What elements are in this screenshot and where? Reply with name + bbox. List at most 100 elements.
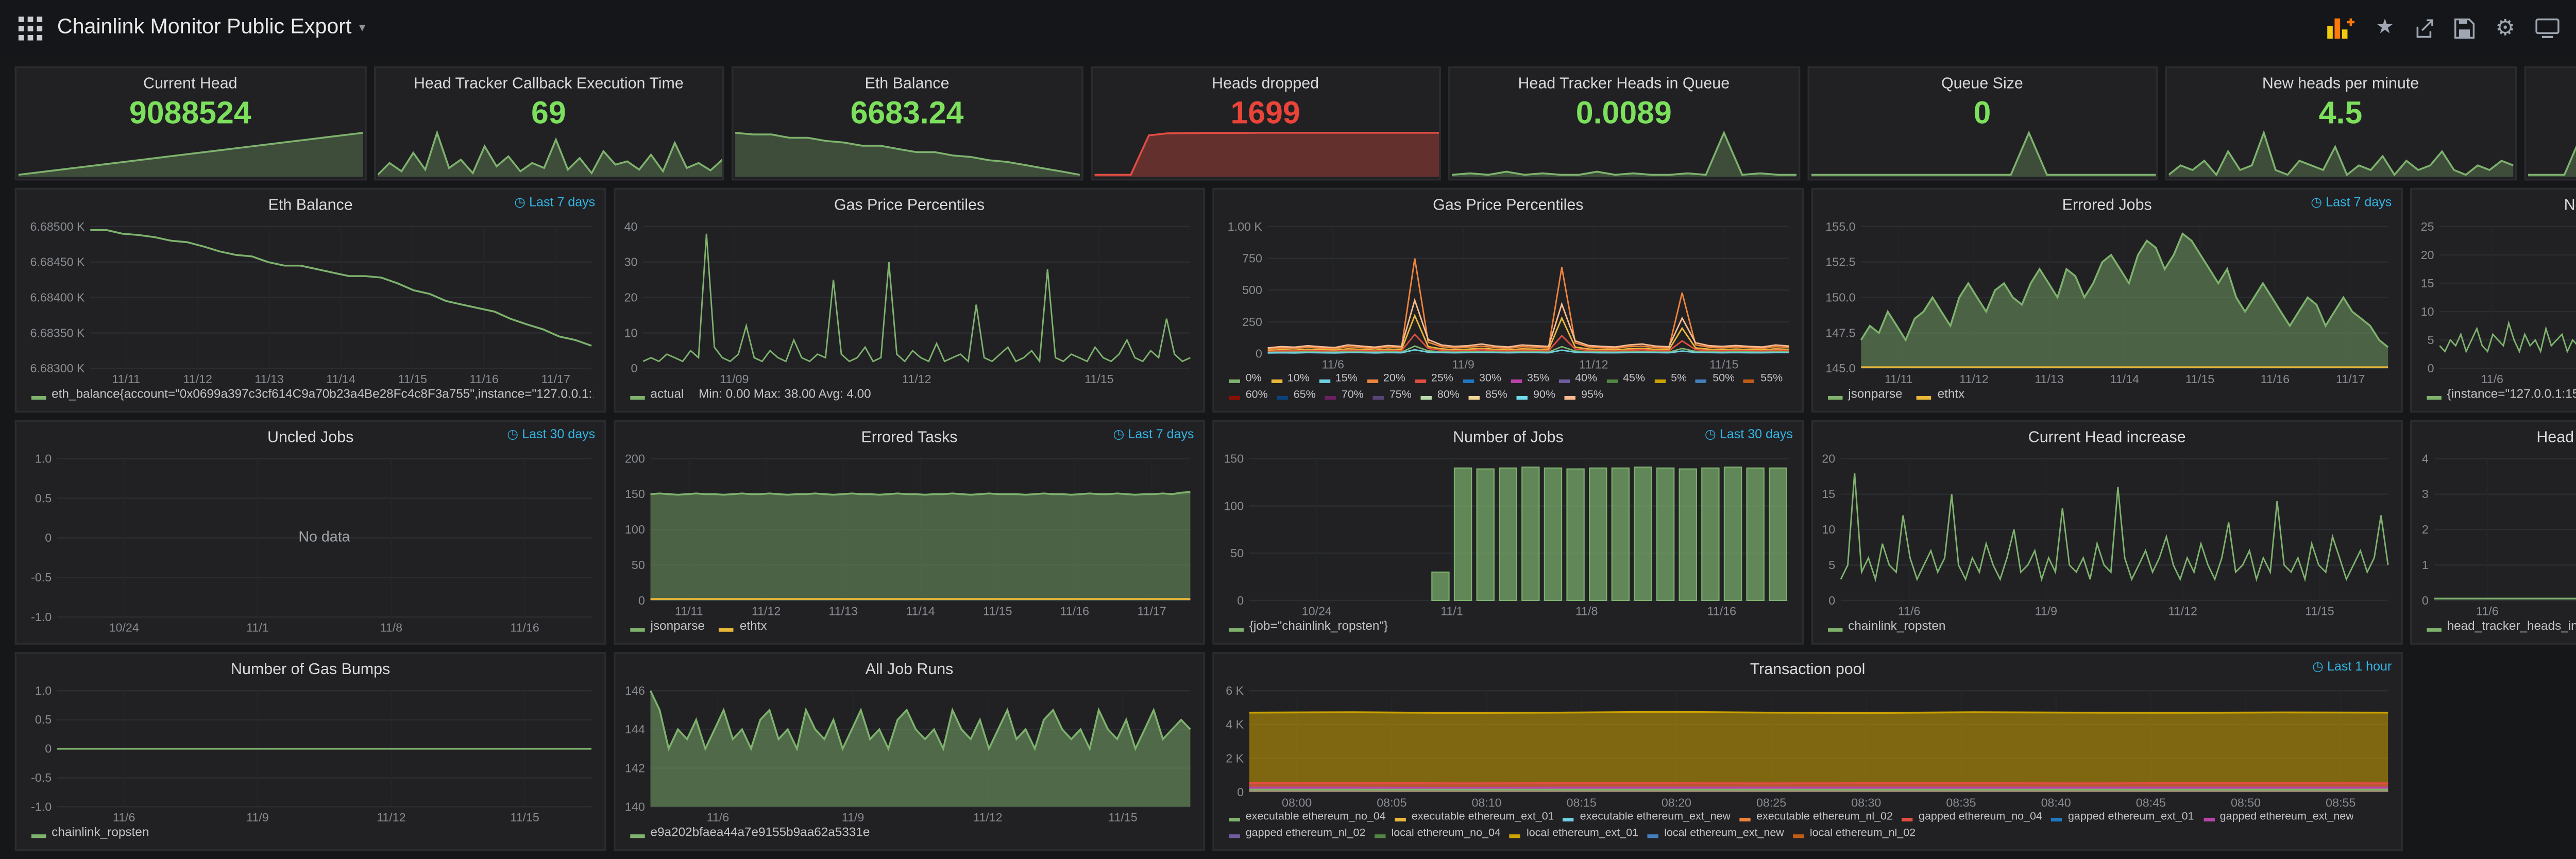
star-icon[interactable]: ★ — [2376, 15, 2394, 38]
legend-item[interactable]: executable ethereum_ext_01 — [1395, 813, 1554, 828]
legend-item[interactable]: 60% — [1229, 391, 1268, 405]
legend-item[interactable]: head_tracker_heads_in_queue{instance="12… — [2427, 621, 2576, 638]
legend-item[interactable]: gapped ethereum_no_04 — [1902, 813, 2042, 828]
legend-item[interactable]: 85% — [1468, 391, 1507, 405]
legend-item[interactable]: jsonparse — [1827, 389, 1903, 405]
legend-item[interactable]: 65% — [1277, 391, 1316, 405]
legend-item[interactable]: 80% — [1420, 391, 1460, 405]
gas-bumps-chart[interactable]: -1.0 -0.5 0 0.5 1.0 11/6 11/9 11/12 11/15 — [20, 683, 597, 826]
svg-text:0: 0 — [45, 742, 52, 755]
dashboard-title[interactable]: Chainlink Monitor Public Export — [57, 16, 352, 39]
transaction-pool-chart[interactable]: 0 2 K 4 K 6 K 08:00 08:05 08:10 08:15 08:20 08:25… — [1218, 683, 2394, 811]
panel-title[interactable]: Heads dropped — [1212, 74, 1319, 92]
legend-item[interactable]: chainlink_ropsten — [31, 827, 149, 844]
gas-price-actual-chart[interactable]: 0 10 20 30 40 11/09 11/12 11/15 — [619, 219, 1196, 387]
panel-title[interactable]: Eth Balance — [268, 195, 353, 214]
legend-item[interactable]: local ethereum_no_04 — [1375, 829, 1501, 844]
panel-title[interactable]: New heads per minute — [2564, 195, 2576, 214]
save-icon[interactable] — [2454, 17, 2476, 38]
time-override[interactable]: ◷ Last 30 days — [1704, 428, 1793, 442]
legend-item[interactable]: 70% — [1325, 391, 1364, 405]
panel-title[interactable]: Transaction pool — [1750, 659, 1866, 678]
legend-item[interactable]: {instance="127.0.0.1:15011",job="chainli… — [2427, 389, 2576, 405]
panel-title[interactable]: New heads per minute — [2262, 74, 2419, 92]
legend-item[interactable]: gapped ethereum_ext_01 — [2051, 813, 2194, 828]
panel-title[interactable]: Head Tracker Callback Execution Time — [413, 74, 684, 92]
legend-item[interactable]: gapped ethereum_nl_02 — [1229, 829, 1365, 844]
legend-item[interactable]: chainlink_ropsten — [1827, 621, 1945, 638]
svg-text:4: 4 — [2422, 452, 2429, 465]
panel-title[interactable]: Errored Tasks — [861, 427, 958, 446]
svg-text:11/12: 11/12 — [752, 605, 781, 618]
legend-item[interactable]: executable ethereum_ext_new — [1563, 813, 1731, 828]
gas-price-percentiles-chart[interactable]: 0 250 500 750 1.00 K 11/6 11/9 11/12 11/15 — [1218, 219, 1794, 373]
panel-title[interactable]: Job Subscriptions — [2526, 68, 2576, 92]
eth-balance-chart[interactable]: 6.68300 K 6.68350 K 6.68400 K 6.68450 K 6.68… — [20, 219, 597, 387]
panel-title[interactable]: Head Tracker Heads in Queue — [1518, 74, 1730, 92]
panel-title[interactable]: Uncled Jobs — [267, 427, 354, 446]
legend-item[interactable]: local ethereum_ext_new — [1648, 829, 1784, 844]
legend-item[interactable]: eth_balance{account="0x0699a397c3cf614C9… — [31, 389, 594, 405]
legend-item[interactable]: 50% — [1696, 374, 1735, 389]
legend-item[interactable]: 75% — [1372, 391, 1412, 405]
share-icon[interactable] — [2414, 18, 2434, 38]
errored-jobs-chart[interactable]: 145.0 147.5 150.0 152.5 155.0 11/11 11/12 11/13… — [1817, 219, 2393, 387]
panel-title[interactable]: Gas Price Percentiles — [1433, 195, 1584, 214]
add-panel-icon[interactable] — [2328, 16, 2355, 39]
legend-item[interactable]: ethtx — [1917, 389, 1964, 405]
legend-item[interactable]: 30% — [1462, 374, 1501, 389]
errored-tasks-chart[interactable]: 0 50 100 150 200 11/11 11/12 11/13 11/14 11/15 11/… — [619, 451, 1196, 619]
legend-item[interactable]: 40% — [1558, 374, 1597, 389]
time-override[interactable]: ◷ Last 7 days — [1113, 428, 1194, 442]
panel-title[interactable]: Errored Jobs — [2062, 195, 2152, 214]
number-of-jobs-chart[interactable]: 0 50 100 150 10/24 11/1 11/8 11/16 — [1218, 451, 1794, 619]
panel-title[interactable]: Number of Gas Bumps — [231, 659, 391, 678]
time-override[interactable]: ◷ Last 1 hour — [2312, 660, 2392, 674]
panel-title[interactable]: All Job Runs — [865, 659, 954, 678]
time-override[interactable]: ◷ Last 7 days — [514, 196, 596, 210]
all-job-runs-chart[interactable]: 140 142 144 146 11/6 11/9 11/12 11/15 — [619, 683, 1196, 826]
tv-mode-icon[interactable] — [2535, 17, 2560, 38]
legend-item[interactable]: 35% — [1510, 374, 1549, 389]
time-override[interactable]: ◷ Last 30 days — [507, 428, 596, 442]
legend-item[interactable]: 15% — [1318, 374, 1358, 389]
legend-item[interactable]: executable ethereum_nl_02 — [1739, 813, 1893, 828]
legend-item[interactable]: executable ethereum_no_04 — [1229, 813, 1386, 828]
panel-title[interactable]: Current Head — [143, 74, 238, 92]
legend-item[interactable]: 10% — [1270, 374, 1310, 389]
navbar-actions: ★ ⚙ ▷︎ Last 14 days ▾ — [2328, 16, 2576, 39]
legend-item[interactable]: 5% — [1654, 374, 1687, 389]
uncled-jobs-chart[interactable]: -1.0 -0.5 0 0.5 1.0 10/24 11/1 11/8 11/16 No data — [20, 451, 597, 635]
stat-panel-queue-size: Queue Size 0 — [1806, 66, 2158, 181]
legend-item[interactable]: 0% — [1229, 374, 1262, 389]
panel-title[interactable]: Queue Size — [1941, 74, 2023, 92]
legend-item[interactable]: jsonparse — [630, 621, 705, 638]
legend-item[interactable]: 45% — [1606, 374, 1645, 389]
legend-item[interactable]: local ethereum_nl_02 — [1793, 829, 1916, 844]
legend-item[interactable]: {job="chainlink_ropsten"} — [1229, 621, 1388, 638]
current-head-increase-chart[interactable]: 0 5 10 15 20 11/6 11/9 11/12 11/15 — [1817, 451, 2393, 619]
panel-title[interactable]: Eth Balance — [865, 74, 950, 92]
legend-item[interactable]: local ethereum_ext_01 — [1510, 829, 1638, 844]
panel-title[interactable]: Number of Jobs — [1453, 427, 1564, 446]
time-override[interactable]: ◷ Last 7 days — [2311, 196, 2392, 210]
legend-item[interactable]: 95% — [1564, 391, 1603, 405]
chevron-down-icon[interactable]: ▾ — [359, 22, 366, 35]
legend-item[interactable]: 20% — [1366, 374, 1405, 389]
legend-item[interactable]: 25% — [1414, 374, 1453, 389]
legend-item[interactable]: 55% — [1744, 374, 1783, 389]
legend-item[interactable]: 90% — [1516, 391, 1555, 405]
apps-grid-icon[interactable] — [18, 15, 43, 40]
gear-icon[interactable]: ⚙ — [2495, 14, 2515, 41]
legend-item[interactable]: actual — [630, 389, 684, 405]
panel-title[interactable]: Gas Price Percentiles — [834, 195, 985, 214]
legend-item[interactable]: ethtx — [719, 621, 767, 638]
panel-title[interactable]: Current Head increase — [2028, 427, 2186, 446]
legend-item[interactable]: Min: 0.00 Max: 38.00 Avg: 4.00 — [698, 389, 871, 402]
svg-text:11/13: 11/13 — [2035, 372, 2063, 386]
legend-item[interactable]: e9a202bfaea44a7e9155b9aa62a5331e — [630, 827, 870, 844]
panel-title[interactable]: Head Tracker Heads in Queue — [2536, 427, 2576, 446]
legend-item[interactable]: gapped ethereum_ext_new — [2203, 813, 2354, 828]
